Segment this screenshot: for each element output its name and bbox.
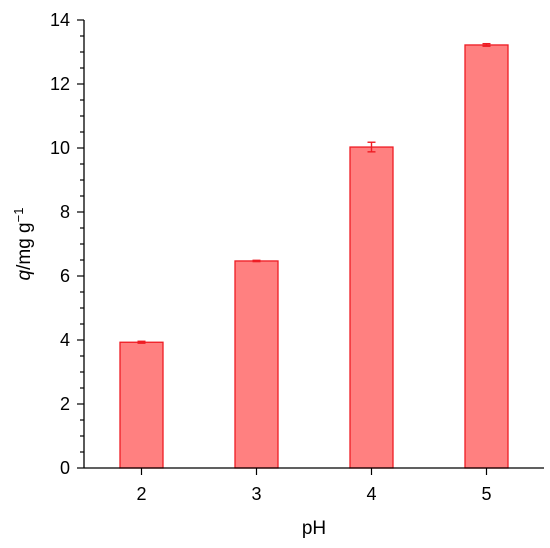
y-axis-ticks: 0 2 4 6 8 10 12 14 xyxy=(50,10,84,478)
y-axis-title-superscript: −1 xyxy=(11,208,26,223)
y-tick-label: 0 xyxy=(60,458,70,478)
plot-area xyxy=(119,42,509,469)
error-bar-ph-3 xyxy=(252,259,261,263)
y-tick-label: 10 xyxy=(50,138,70,158)
y-tick-label: 8 xyxy=(60,202,70,222)
x-axis-title: pH xyxy=(302,518,326,539)
y-tick-label: 6 xyxy=(60,266,70,286)
x-tick-label: 4 xyxy=(366,484,376,504)
error-bar-ph-4 xyxy=(367,141,376,153)
bar-ph-5 xyxy=(464,44,509,469)
y-axis-title: q/mg g−1 xyxy=(11,208,35,281)
error-bar-ph-2 xyxy=(137,340,146,344)
y-axis-title-unit: /mg g xyxy=(14,222,35,270)
y-tick-label: 4 xyxy=(60,330,70,350)
bar-ph-3 xyxy=(234,260,279,469)
y-tick-label: 14 xyxy=(50,10,70,30)
error-bar-ph-5 xyxy=(482,42,491,47)
bar-ph-4 xyxy=(349,146,394,469)
x-tick-label: 5 xyxy=(481,484,491,504)
x-tick-label: 3 xyxy=(251,484,261,504)
x-tick-label: 2 xyxy=(136,484,146,504)
x-axis-ticks: 2 3 4 5 xyxy=(136,468,492,504)
y-axis-title-symbol: q xyxy=(14,269,35,280)
y-tick-label: 2 xyxy=(60,394,70,414)
y-tick-label: 12 xyxy=(50,74,70,94)
bar-ph-2 xyxy=(119,341,164,469)
